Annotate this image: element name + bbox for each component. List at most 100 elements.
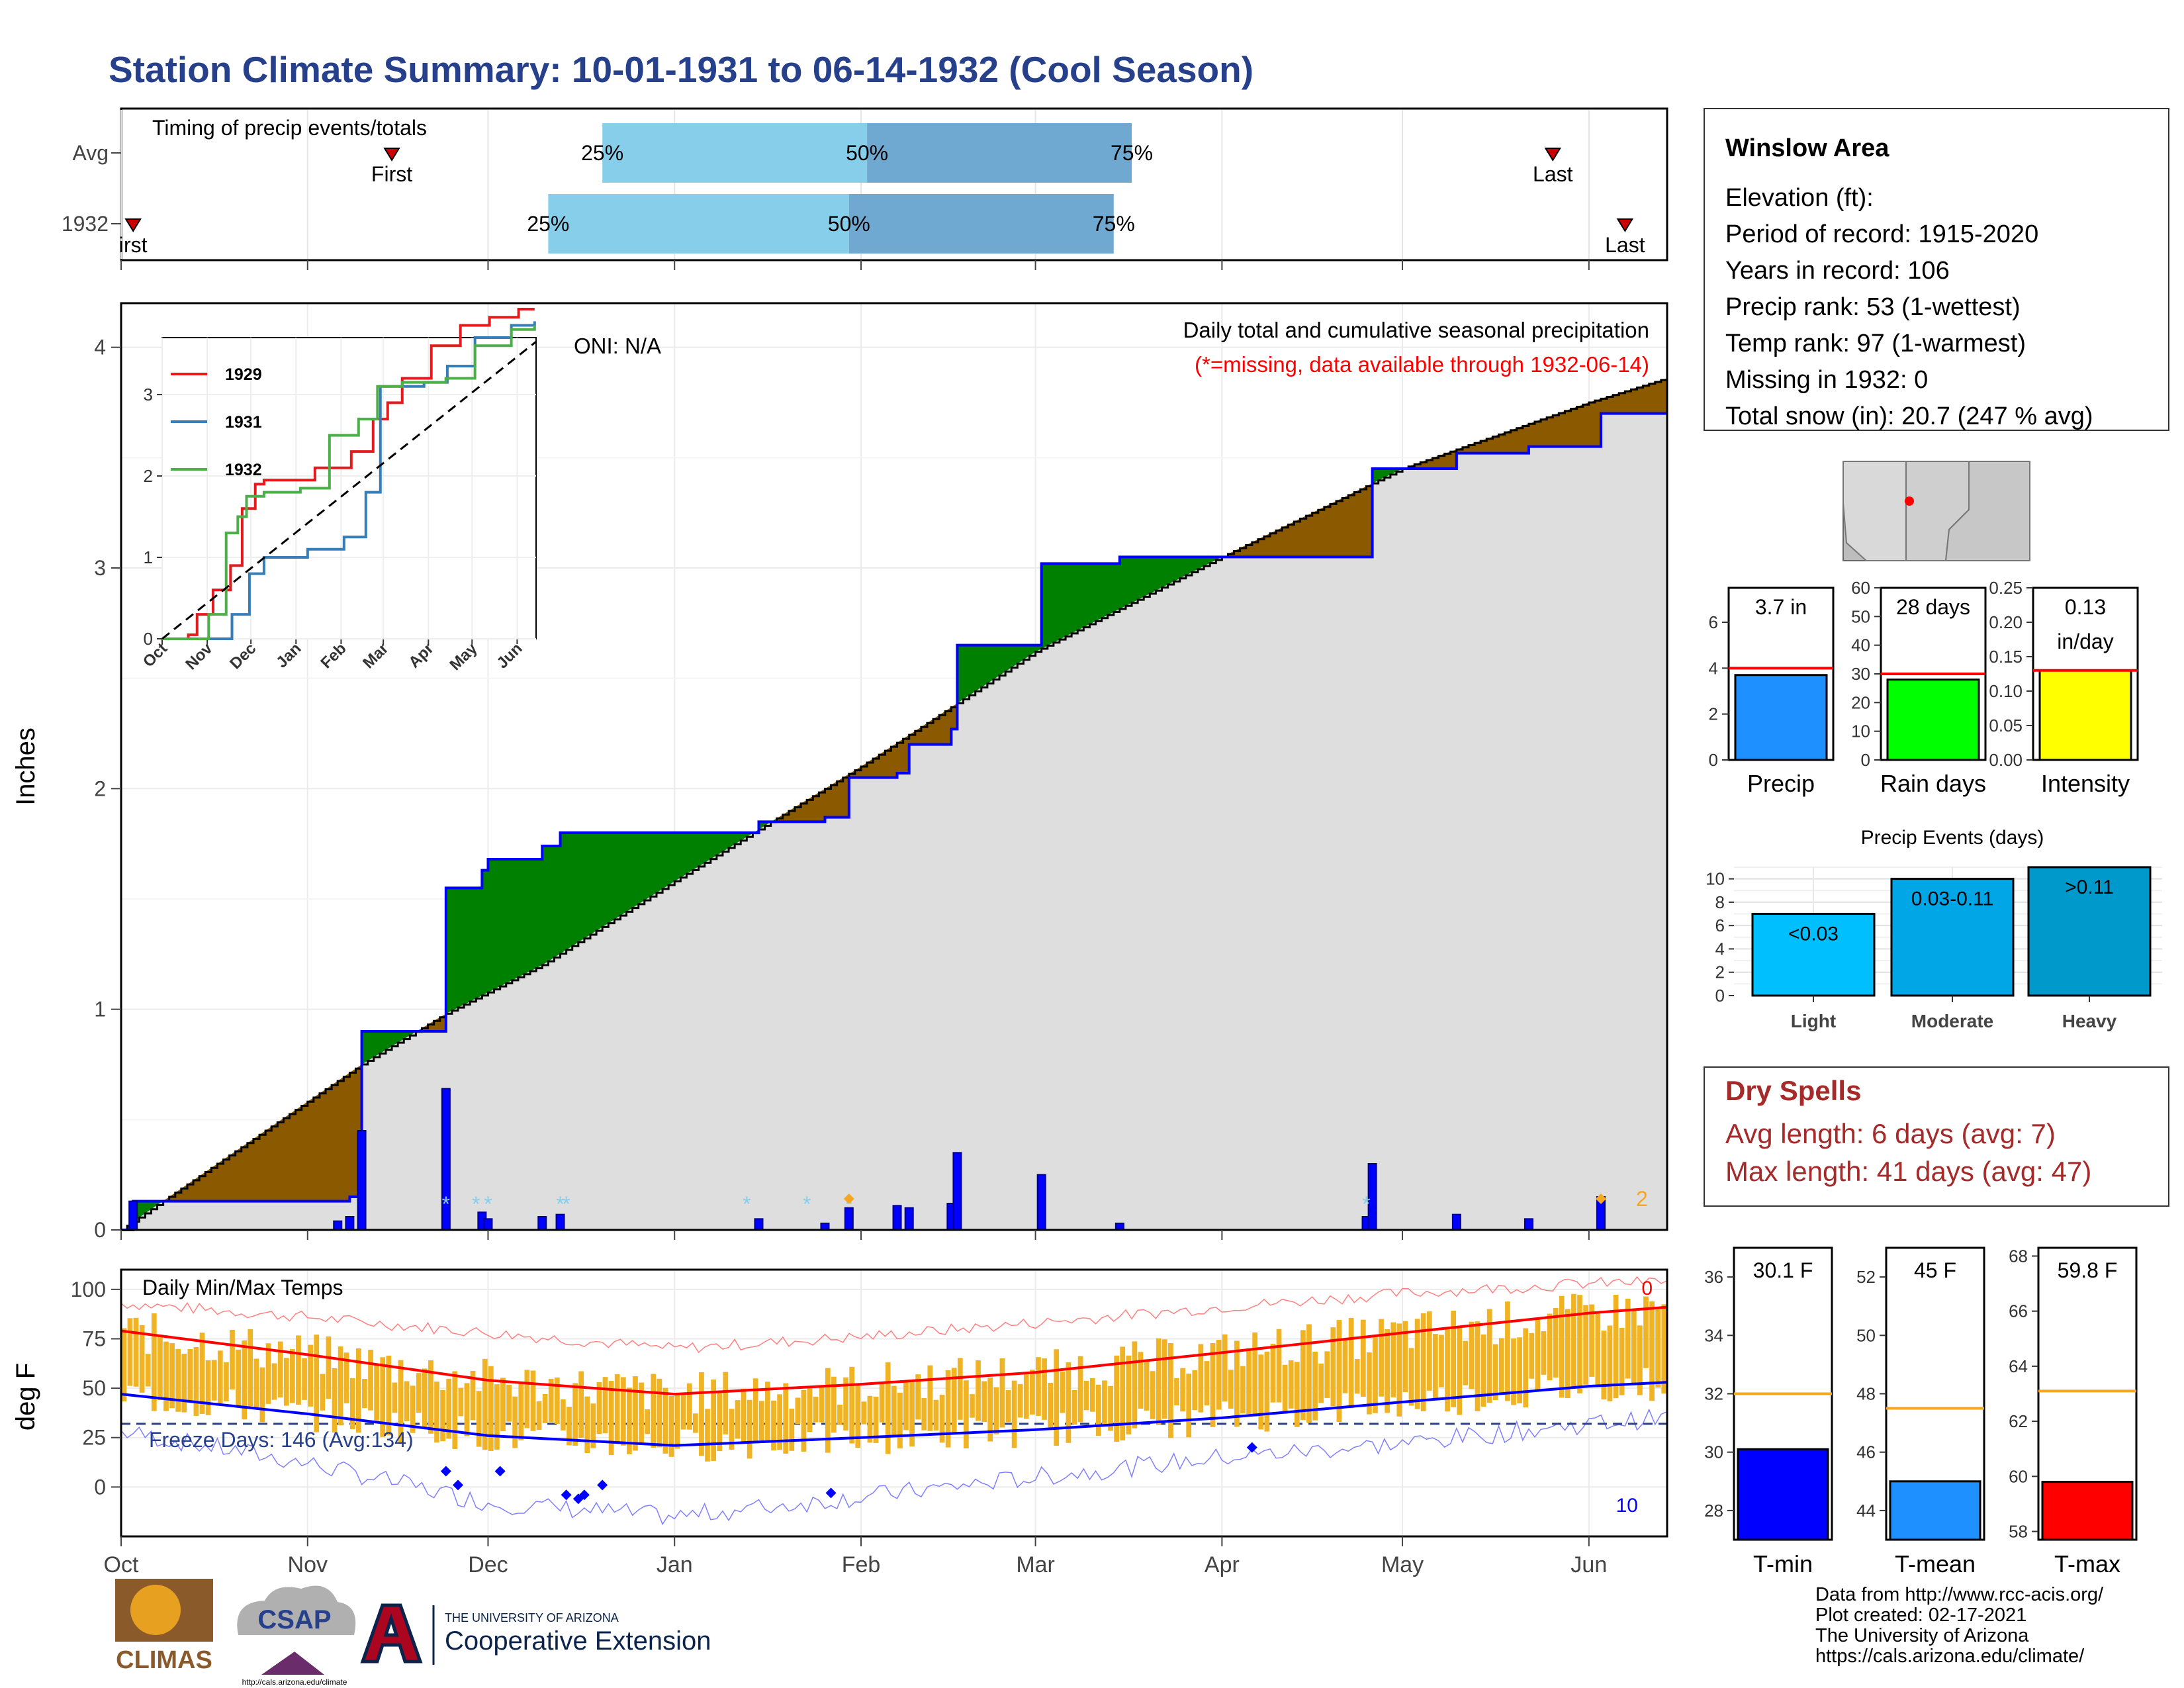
climas-logo-text: CLIMAS <box>116 1646 212 1674</box>
station-location-marker <box>1905 496 1914 506</box>
csap-url: http://cals.arizona.edu/climate <box>242 1677 347 1687</box>
record-low-marker <box>597 1479 608 1491</box>
location-map <box>1843 461 2030 561</box>
events-bar-heavy <box>2027 866 2152 997</box>
daily-temp-bar <box>674 1394 680 1449</box>
daily-temp-bar <box>777 1394 782 1450</box>
precip-panel: ********* Daily total and cumulative sea… <box>11 302 1668 1242</box>
daily-temp-bar <box>861 1401 867 1425</box>
events-bar-label: >0.11 <box>2065 876 2114 898</box>
daily-temp-bar <box>332 1368 338 1433</box>
temp-y-tick-label: 60 <box>2009 1466 2028 1486</box>
station-info-line: Missing in 1932: 0 <box>1725 366 1928 394</box>
record-low-marker <box>1246 1442 1257 1453</box>
average-min-line <box>120 1381 1668 1447</box>
inset-series-line-1932 <box>162 325 536 640</box>
temps-y-axis: 0 25 50 75 100 <box>71 1278 121 1499</box>
daily-temp-bar <box>1469 1321 1475 1389</box>
daily-temp-bar <box>139 1325 145 1393</box>
timing-p50-label: 50% <box>828 212 870 236</box>
mini-y-tick-label: 0.20 <box>1989 612 2023 632</box>
daily-temp-bar <box>181 1354 187 1413</box>
inset-series-line-1931 <box>162 321 536 640</box>
mini-value-unit: in/day <box>2057 630 2113 653</box>
daily-temp-bar <box>320 1374 326 1411</box>
daily-temp-bar <box>1186 1374 1192 1438</box>
temp-value-bar <box>1737 1448 1829 1541</box>
month-label: Oct <box>104 1552 139 1577</box>
daily-temp-bar <box>1541 1331 1547 1375</box>
daily-temp-bar <box>1595 1313 1601 1386</box>
daily-temp-bar <box>1439 1335 1444 1387</box>
daily-precip-bar <box>333 1220 343 1231</box>
daily-temp-bar <box>1270 1343 1276 1403</box>
daily-precip-bar <box>892 1205 902 1231</box>
csap-logo: CSAP http://cals.arizona.edu/climate <box>237 1585 356 1687</box>
missing-count: 2 <box>1636 1187 1648 1211</box>
daily-temp-bar <box>1198 1344 1204 1413</box>
timing-p25-label: 25% <box>527 212 569 236</box>
cumulative-base-area <box>121 413 1667 1230</box>
daily-temp-bar <box>169 1342 175 1409</box>
daily-temp-bar <box>392 1382 398 1413</box>
daily-temp-bar <box>151 1313 157 1411</box>
month-label: Nov <box>288 1552 328 1577</box>
daily-temp-bar <box>945 1370 951 1448</box>
first-event-marker <box>383 148 400 162</box>
daily-temp-bar <box>458 1387 464 1417</box>
inset-chart: Oct Nov Dec Jan Feb Mar Apr May Jun0123192919311… <box>140 307 537 674</box>
daily-temp-bar <box>1619 1327 1625 1395</box>
daily-temp-bar <box>1005 1389 1011 1423</box>
daily-temp-bar <box>368 1350 373 1411</box>
daily-temp-bar <box>1583 1305 1588 1385</box>
timing-p25-label: 25% <box>581 141 623 165</box>
daily-temp-bar <box>434 1382 439 1443</box>
precip-y-tick-label: 1 <box>94 998 106 1021</box>
daily-temp-bar <box>542 1393 548 1423</box>
temp-panel-label: T-mean <box>1895 1550 1976 1577</box>
daily-temp-bar <box>921 1397 927 1430</box>
events-bar-label: 0.03-0.11 <box>1911 888 1994 910</box>
daily-precip-bar <box>555 1213 565 1231</box>
timing-bar-50-75 <box>867 123 1132 183</box>
daily-temp-bar <box>349 1378 355 1430</box>
temp-y-tick-label: 32 <box>1704 1384 1723 1404</box>
daily-precip-bar <box>357 1130 367 1231</box>
daily-temp-bar <box>554 1377 560 1424</box>
daily-temp-bar <box>1306 1324 1312 1423</box>
dry-spells-box: Dry Spells Avg length: 6 days (avg: 7) M… <box>1704 1066 2169 1207</box>
daily-temp-bar <box>1601 1331 1607 1400</box>
precip-y-label: Inches <box>11 727 40 806</box>
daily-temp-bar <box>1042 1358 1047 1420</box>
daily-temp-bar <box>567 1407 572 1446</box>
daily-temp-bar <box>1011 1380 1017 1448</box>
mini-panel-label: Intensity <box>2041 770 2130 797</box>
daily-temp-bar <box>1492 1344 1498 1401</box>
daily-precip-bar <box>128 1200 138 1231</box>
daily-temp-bar <box>1156 1338 1161 1425</box>
daily-temp-bar <box>1475 1321 1480 1411</box>
timing-panel: Timing of precip events/totals Avg 25% 50%… <box>62 107 1668 261</box>
daily-temp-bar <box>133 1317 139 1387</box>
daily-temp-bar <box>476 1391 482 1447</box>
daily-temp-bar <box>259 1367 265 1423</box>
ua-small-text: THE UNIVERSITY OF ARIZONA <box>445 1611 619 1624</box>
daily-temp-bar <box>1571 1293 1576 1389</box>
month-label: May <box>1381 1552 1424 1577</box>
daily-temp-bar <box>1204 1361 1210 1406</box>
daily-temp-bar <box>572 1383 578 1446</box>
daily-temp-bar <box>1396 1323 1402 1417</box>
map-neighbor-east <box>1944 461 2030 561</box>
daily-temp-bar <box>1330 1327 1336 1407</box>
temp-y-tick-label: 62 <box>2009 1411 2028 1431</box>
inset-y-tick-label: 2 <box>144 466 153 486</box>
last-event-label: Last <box>1605 233 1645 257</box>
daily-temp-bar <box>867 1395 873 1443</box>
snow-marker: * <box>442 1192 450 1216</box>
mini-y-tick-label: 0.25 <box>1989 578 2023 598</box>
temps-y-tick-label: 0 <box>94 1475 106 1499</box>
daily-temp-bar <box>831 1376 837 1433</box>
first-event-label: irst <box>119 233 148 257</box>
station-info-line: Temp rank: 97 (1-warmest) <box>1725 330 2026 357</box>
daily-temp-bar <box>1535 1317 1541 1391</box>
